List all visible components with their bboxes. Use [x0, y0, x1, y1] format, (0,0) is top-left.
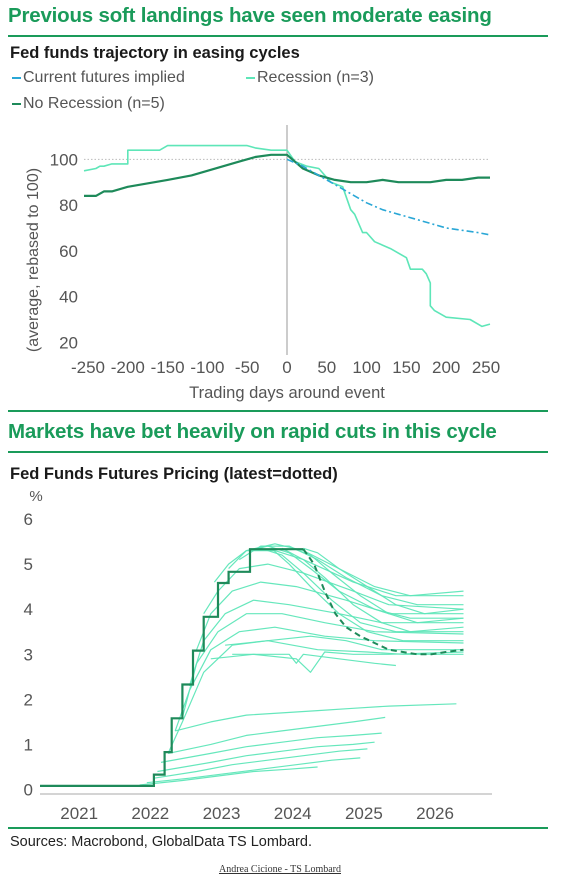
legend-item-recession: Recession (n=3) — [246, 69, 374, 87]
latest-curve-dotted — [302, 548, 464, 656]
futures-curve — [281, 547, 464, 633]
chart-futures-pricing: 0 1 2 3 4 5 6 2021 2022 2023 2024 2025 2026 % — [24, 488, 492, 823]
futures-curve — [188, 599, 464, 686]
section-divider — [8, 451, 548, 453]
legend-swatch-recession — [246, 77, 255, 79]
x-tick-label: -100 — [190, 358, 224, 377]
x-tick-label: 200 — [432, 358, 460, 377]
y-tick-label: 6 — [24, 510, 33, 529]
section-title-easing: Previous soft landings have seen moderat… — [8, 4, 492, 27]
y-axis-unit-label: % — [29, 488, 42, 505]
x-tick-label: 2026 — [416, 804, 454, 823]
futures-curve — [174, 626, 464, 732]
x-tick-label: 100 — [352, 358, 380, 377]
y-tick-label: 1 — [24, 735, 33, 754]
series-line-recession-n — [83, 144, 491, 328]
legend-label: No Recession (n=5) — [23, 95, 165, 112]
section-divider — [8, 35, 548, 37]
futures-curve — [153, 748, 368, 779]
legend-label: Current futures implied — [23, 69, 185, 86]
y-tick-label: 5 — [24, 555, 33, 574]
x-tick-label: 150 — [392, 358, 420, 377]
x-tick-label: -150 — [151, 358, 185, 377]
source-note: Sources: Macrobond, GlobalData TS Lombar… — [10, 834, 312, 850]
futures-curve — [303, 547, 464, 615]
x-tick-label: -50 — [235, 358, 260, 377]
author-credit[interactable]: Andrea Cicione - TS Lombard — [218, 864, 341, 875]
futures-curve — [232, 653, 396, 667]
futures-curve — [146, 757, 361, 784]
futures-curve — [160, 732, 382, 763]
x-axis-label: Trading days around event — [189, 384, 385, 402]
x-tick-label: -200 — [111, 358, 145, 377]
x-tick-label: 2024 — [274, 804, 312, 823]
legend-label: Recession (n=3) — [257, 69, 374, 86]
y-tick-label: 20 — [59, 333, 78, 352]
x-tick-label: 2023 — [203, 804, 241, 823]
chart-title-futures-pricing: Fed Funds Futures Pricing (latest=dotted… — [10, 465, 338, 483]
futures-curve — [139, 766, 318, 786]
section-divider — [8, 410, 548, 412]
y-tick-label: 4 — [24, 600, 33, 619]
futures-curve — [196, 581, 464, 650]
futures-curve — [249, 545, 464, 619]
legend-item-no-recession: No Recession (n=5) — [12, 95, 165, 113]
series-line-no-recession-n — [84, 153, 490, 197]
futures-curve — [213, 550, 464, 597]
y-tick-label: 3 — [24, 645, 33, 664]
x-tick-label: 0 — [282, 358, 291, 377]
futures-curve — [292, 547, 464, 624]
y-tick-label: 100 — [50, 150, 78, 169]
section-divider — [8, 827, 548, 829]
futures-curve — [167, 640, 464, 754]
series-line-current-futures-implied — [286, 158, 491, 236]
y-axis-label: (average, rebased to 100) — [25, 168, 42, 352]
section-title-markets: Markets have bet heavily on rapid cuts i… — [8, 420, 497, 443]
effective-rate-line — [40, 548, 304, 787]
y-tick-label: 60 — [59, 242, 78, 261]
legend-swatch-dashed — [12, 77, 21, 79]
futures-curve — [157, 741, 375, 773]
futures-curve — [270, 547, 464, 642]
legend-swatch-no-recession — [12, 103, 21, 105]
x-tick-label: 2025 — [345, 804, 383, 823]
legend-item-current-futures: Current futures implied — [12, 69, 185, 87]
futures-curve — [167, 716, 386, 754]
y-tick-label: 2 — [24, 690, 33, 709]
futures-curve — [181, 613, 464, 718]
futures-curve — [210, 651, 464, 673]
y-tick-label: 0 — [24, 780, 33, 799]
y-tick-label: 80 — [59, 196, 78, 215]
futures-curve — [225, 635, 464, 651]
x-tick-label: 2022 — [131, 804, 169, 823]
chart-title-fed-trajectory: Fed funds trajectory in easing cycles — [10, 44, 300, 62]
x-tick-label: -250 — [71, 358, 105, 377]
y-tick-label: 40 — [59, 288, 78, 307]
futures-curve — [175, 703, 457, 732]
futures-curve — [203, 563, 464, 615]
chart-fed-trajectory: 20 40 60 80 100 -250 -200 -150 -100 -50 0 50 100 150 2… — [25, 125, 500, 402]
futures-curve — [260, 547, 464, 633]
x-tick-label: 2021 — [60, 804, 98, 823]
x-tick-label: 250 — [472, 358, 500, 377]
x-tick-label: 50 — [317, 358, 336, 377]
